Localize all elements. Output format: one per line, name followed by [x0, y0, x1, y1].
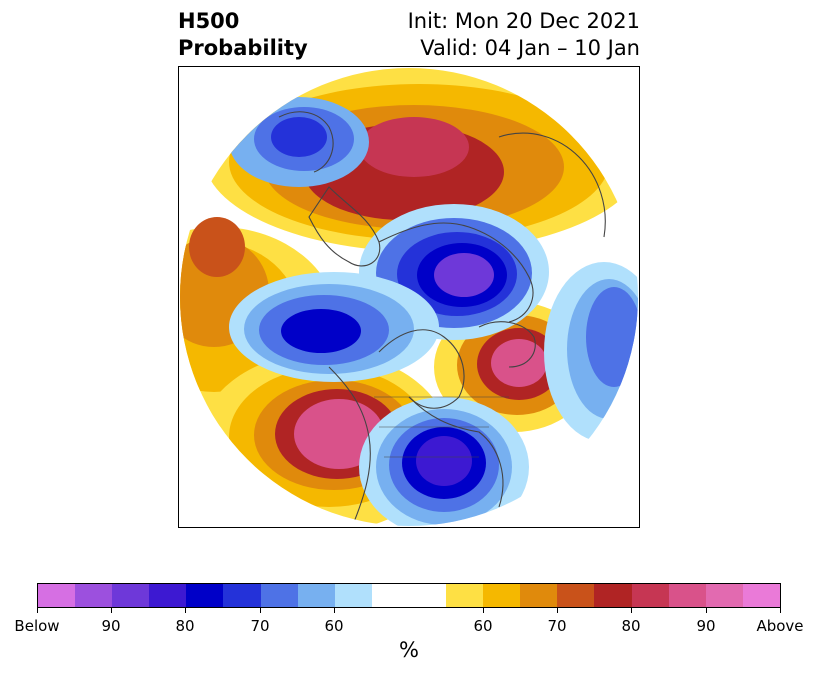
colorbar-tick [111, 608, 112, 613]
colorbar [37, 583, 781, 608]
coastline-europe [308, 186, 381, 267]
colorbar-swatch [260, 584, 298, 607]
colorbar-label: 60 [473, 617, 493, 635]
colorbar-swatch [38, 584, 76, 607]
colorbar-unit: % [399, 638, 419, 662]
coastline-east-asia [498, 132, 606, 238]
title-line-2: Probability [178, 36, 308, 60]
colorbar-swatch [186, 584, 224, 607]
anomaly-pacific-4 [189, 217, 245, 277]
colorbar-swatch [371, 584, 409, 607]
coastline-greenland [478, 321, 536, 368]
colorbar-tick [557, 608, 558, 613]
state-borders [374, 396, 509, 458]
valid-period: Valid: 04 Jan – 10 Jan [420, 36, 640, 60]
colorbar-tick [706, 608, 707, 613]
colorbar-swatch [742, 584, 780, 607]
colorbar-label: Above [756, 617, 804, 635]
colorbar-swatch [334, 584, 372, 607]
colorbar-label: 80 [175, 617, 195, 635]
colorbar-tick [780, 608, 781, 613]
colorbar-tick [483, 608, 484, 613]
anomaly-alaska-4 [281, 309, 361, 353]
colorbar-label: 90 [101, 617, 121, 635]
coastline-arctic-asia [378, 222, 534, 323]
colorbar-label: 70 [250, 617, 270, 635]
anomaly-east-na-5 [416, 436, 472, 486]
coastline-scandinavia [278, 111, 334, 173]
coastlines [278, 111, 606, 523]
coastline-east-na [408, 396, 504, 508]
colorbar-swatch [223, 584, 261, 607]
colorbar-label: 80 [621, 617, 641, 635]
colorbar-swatch [75, 584, 113, 607]
anomaly-north-asia-5 [359, 117, 469, 177]
colorbar-swatch [520, 584, 558, 607]
colorbar-swatch [483, 584, 521, 607]
colorbar-swatch [446, 584, 484, 607]
anomaly-atlantic-4 [491, 339, 547, 387]
colorbar-swatch [631, 584, 669, 607]
colorbar-swatch [297, 584, 335, 607]
anomaly-east-asia-3 [586, 287, 638, 387]
coastline-canada [378, 329, 465, 409]
colorbar-swatch [557, 584, 595, 607]
colorbar-label: 70 [547, 617, 567, 635]
colorbar-swatch [594, 584, 632, 607]
chart-title: H500 Probability [178, 8, 308, 62]
colorbar-swatch [112, 584, 150, 607]
colorbar-tick [631, 608, 632, 613]
init-date: Init: Mon 20 Dec 2021 [407, 9, 640, 33]
colorbar-swatch [408, 584, 447, 607]
map-layer [180, 68, 638, 526]
colorbar-swatch [705, 584, 743, 607]
colorbar-tick [185, 608, 186, 613]
title-line-1: H500 [178, 9, 240, 33]
colorbar-tick [260, 608, 261, 613]
colorbar-tick [37, 608, 38, 613]
colorbar-swatch [149, 584, 187, 607]
coastline-west-na [328, 366, 371, 523]
anomaly-arctic-5 [434, 253, 494, 297]
colorbar-label: Below [14, 617, 60, 635]
colorbar-tick [334, 608, 335, 613]
anomaly-europe-neg-3 [271, 117, 327, 157]
colorbar-label: 60 [324, 617, 344, 635]
colorbar-label: 90 [696, 617, 716, 635]
colorbar-swatch [668, 584, 706, 607]
date-info: Init: Mon 20 Dec 2021 Valid: 04 Jan – 10… [408, 8, 640, 62]
probability-map [178, 66, 640, 528]
map-svg [180, 68, 638, 526]
